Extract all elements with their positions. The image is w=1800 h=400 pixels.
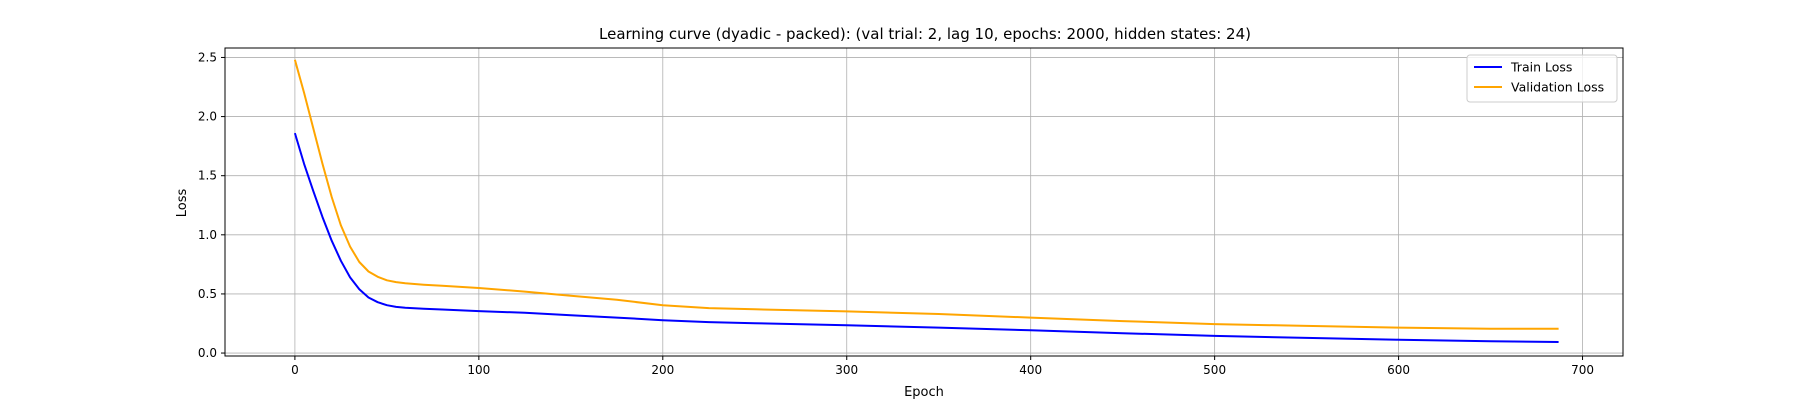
y-tick-label: 0.0 <box>198 346 217 360</box>
y-tick-label: 0.5 <box>198 287 217 301</box>
series-line-train-loss <box>293 132 1559 343</box>
x-axis: 0 100 200 300 400 500 600 700 <box>291 356 1594 377</box>
legend-label-validation-loss: Validation Loss <box>1511 80 1604 95</box>
x-tick-label: 0 <box>291 363 299 377</box>
x-tick-label: 400 <box>1019 363 1042 377</box>
y-axis-label: Loss <box>175 189 190 218</box>
x-tick-label: 600 <box>1387 363 1410 377</box>
y-tick-label: 2.0 <box>198 110 217 124</box>
series-line-validation-loss <box>293 59 1559 330</box>
y-tick-label: 1.5 <box>198 169 217 183</box>
y-axis: 0.0 0.5 1.0 1.5 2.0 2.5 <box>198 50 225 360</box>
plot-frame <box>224 47 1624 357</box>
x-tick-label: 700 <box>1571 363 1594 377</box>
legend-label-train-loss: Train Loss <box>1510 60 1572 75</box>
grid <box>225 48 1623 356</box>
x-axis-label: Epoch <box>904 385 944 400</box>
x-tick-label: 500 <box>1203 363 1226 377</box>
y-tick-label: 1.0 <box>198 228 217 242</box>
chart-title: Learning curve (dyadic - packed): (val t… <box>599 25 1251 43</box>
x-tick-label: 200 <box>651 363 674 377</box>
legend-box <box>1466 54 1618 103</box>
legend: Train Loss Validation Loss <box>1466 54 1618 103</box>
series-layer <box>293 59 1559 343</box>
x-tick-label: 100 <box>467 363 490 377</box>
y-tick-label: 2.5 <box>198 50 217 64</box>
x-tick-label: 300 <box>835 363 858 377</box>
